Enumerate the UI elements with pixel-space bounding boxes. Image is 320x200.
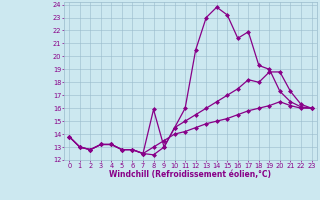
X-axis label: Windchill (Refroidissement éolien,°C): Windchill (Refroidissement éolien,°C) bbox=[109, 170, 271, 179]
